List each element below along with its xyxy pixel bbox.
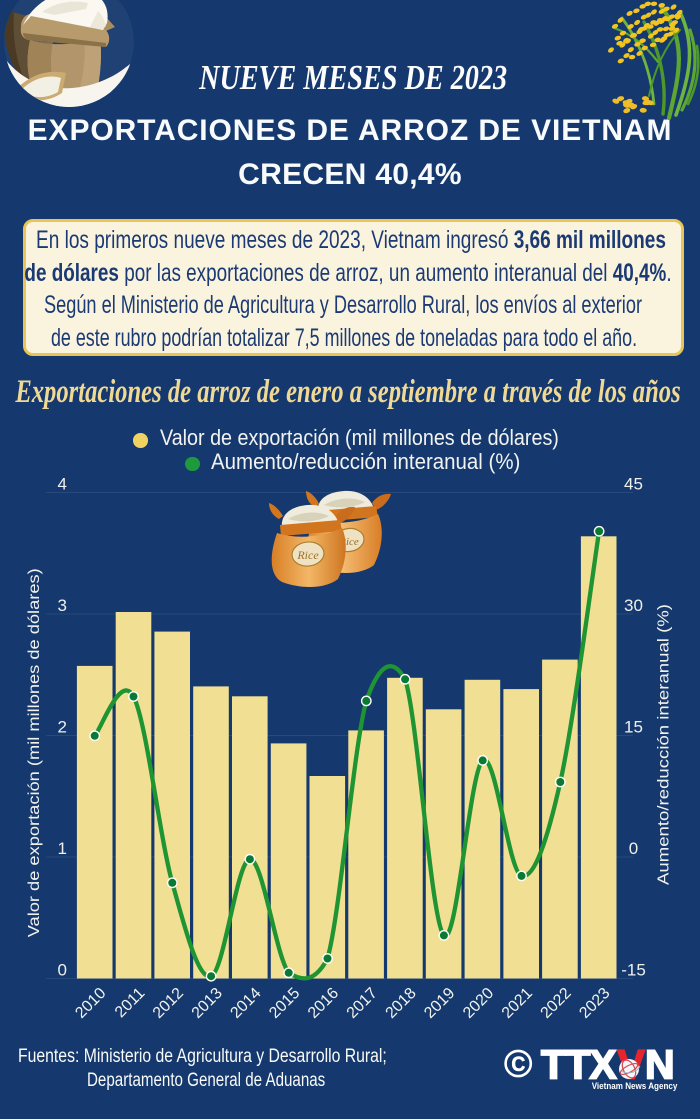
svg-text:2011: 2011	[112, 985, 148, 1021]
svg-text:2013: 2013	[189, 985, 226, 1022]
svg-text:4: 4	[58, 475, 67, 494]
svg-text:2020: 2020	[460, 985, 497, 1022]
svg-text:C: C	[511, 1053, 525, 1076]
svg-text:2018: 2018	[383, 985, 420, 1022]
svg-text:2023: 2023	[576, 985, 613, 1022]
svg-text:T: T	[565, 1042, 590, 1088]
svg-text:3: 3	[58, 596, 67, 615]
svg-text:N: N	[645, 1042, 675, 1088]
svg-text:2012: 2012	[150, 985, 187, 1022]
svg-text:-15: -15	[621, 961, 646, 980]
svg-text:Valor de exportación (mil mill: Valor de exportación (mil millones de dó…	[26, 568, 43, 937]
svg-text:45: 45	[624, 475, 643, 494]
svg-text:Aumento/reducción interanual (: Aumento/reducción interanual (%)	[656, 604, 673, 885]
svg-text:1: 1	[58, 839, 67, 858]
svg-text:0: 0	[58, 961, 67, 980]
svg-text:2022: 2022	[538, 985, 575, 1022]
svg-text:0: 0	[629, 839, 638, 858]
svg-text:2015: 2015	[266, 985, 303, 1022]
svg-text:X: X	[589, 1042, 616, 1088]
svg-text:Rice: Rice	[296, 548, 319, 562]
svg-text:2010: 2010	[72, 985, 109, 1022]
svg-text:2014: 2014	[227, 985, 264, 1022]
svg-text:30: 30	[624, 596, 643, 615]
svg-text:2016: 2016	[305, 985, 342, 1022]
svg-text:2019: 2019	[421, 985, 458, 1022]
svg-text:T: T	[541, 1042, 566, 1088]
svg-text:2: 2	[58, 718, 67, 737]
svg-text:2017: 2017	[344, 985, 381, 1022]
svg-text:2021: 2021	[499, 985, 536, 1022]
svg-text:Vietnam News Agency: Vietnam News Agency	[592, 1081, 678, 1092]
svg-text:15: 15	[624, 718, 643, 737]
